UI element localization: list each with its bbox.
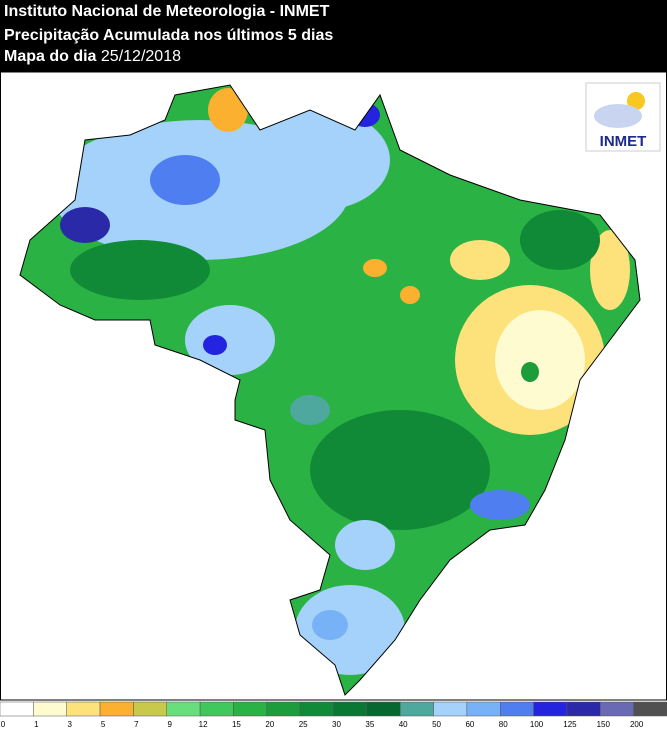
legend-label: 15 — [232, 720, 241, 729]
legend-swatch — [566, 701, 601, 717]
subtitle: Precipitação Acumulada nos últimos 5 dia… — [4, 27, 334, 44]
legend-label: 25 — [299, 720, 308, 729]
logo-text: INMET — [600, 133, 647, 150]
legend-swatch — [166, 701, 201, 717]
legend-label: 50 — [432, 720, 441, 729]
legend-label: 12 — [199, 720, 208, 729]
legend-swatch — [99, 701, 134, 717]
legend-label: 150 — [597, 720, 611, 729]
legend-label: 9 — [168, 720, 173, 729]
legend-swatch — [33, 701, 67, 717]
date: 25/12/2018 — [100, 48, 181, 65]
legend-label: 40 — [399, 720, 408, 729]
date-line: Mapa do dia 25/12/2018 — [4, 48, 181, 66]
legend-swatch — [66, 701, 101, 717]
header: Instituto Nacional de Meteorologia - INM… — [0, 0, 667, 72]
legend-swatch — [633, 701, 667, 717]
legend-swatch — [0, 701, 34, 717]
legend-label: 125 — [563, 720, 577, 729]
legend-label: 5 — [101, 720, 106, 729]
legend-swatch — [199, 701, 234, 717]
date-label: Mapa do dia — [4, 48, 97, 65]
logo-cloud — [594, 104, 642, 128]
legend-label: 3 — [67, 720, 72, 729]
legend-swatch — [399, 701, 434, 717]
title: Instituto Nacional de Meteorologia - INM… — [4, 3, 330, 20]
legend-label: 0 — [1, 720, 6, 729]
legend-swatch — [366, 701, 401, 717]
legend: 0 1 3 5 7 9 12 15 20 25 30 35 40 50 60 80 100 125 150 200 — [0, 701, 667, 729]
legend-swatch — [266, 701, 301, 717]
legend-label: 35 — [365, 720, 374, 729]
legend-swatch — [233, 701, 268, 717]
logo-sun — [627, 92, 645, 110]
legend-label: 80 — [499, 720, 508, 729]
legend-label: 30 — [332, 720, 341, 729]
legend-swatch — [299, 701, 334, 717]
legend-swatch — [333, 701, 368, 717]
legend-label: 7 — [134, 720, 139, 729]
legend-swatch — [466, 701, 501, 717]
legend-label: 1 — [34, 720, 39, 729]
legend-label: 100 — [530, 720, 544, 729]
country-outline — [19, 84, 641, 696]
precipitation-field — [20, 85, 640, 695]
legend-swatch — [600, 701, 634, 717]
legend-swatch — [133, 701, 167, 717]
legend-label: 60 — [465, 720, 474, 729]
legend-label: 20 — [265, 720, 274, 729]
legend-swatch — [500, 701, 534, 717]
legend-swatch — [433, 701, 468, 717]
legend-label: 200 — [630, 720, 644, 729]
legend-swatch — [533, 701, 568, 717]
